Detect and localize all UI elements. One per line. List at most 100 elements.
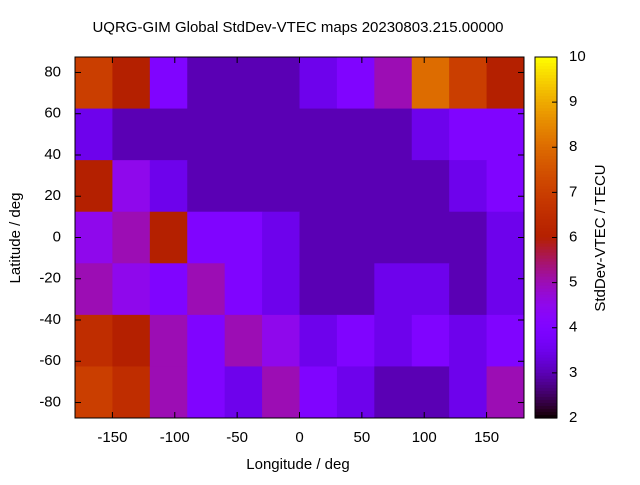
colorbar-segment [535,204,557,209]
heat-cell [374,263,413,316]
colorbar-segment [535,396,557,401]
heat-cell [262,160,300,213]
heat-cell [187,366,226,419]
colorbar-segment [535,198,557,202]
colorbar-segment [535,234,557,239]
heat-cell [486,57,525,110]
heat-cell [224,57,263,110]
colorbar-segment [535,144,557,148]
colorbar-segment [535,141,557,145]
colorbar-segment [535,351,557,356]
heat-cell [75,263,113,316]
heat-cell [149,366,188,419]
heat-cell [75,108,113,161]
x-tick-label: 100 [412,429,437,446]
colorbar-segment [535,165,557,169]
colorbar-segment [535,84,557,88]
y-tick-label: -60 [39,352,61,369]
heat-cell [149,314,188,367]
heat-cell [224,314,263,367]
heat-cell [449,314,488,367]
heat-cell [262,314,300,367]
x-tick-label: 50 [354,429,371,446]
heat-cell [374,160,413,213]
heat-cell [374,211,413,264]
heat-cell [149,263,188,316]
colorbar-tick-label: 3 [569,364,577,381]
colorbar-segment [535,306,557,311]
heat-cell [449,160,488,213]
colorbar-segment [535,129,557,133]
colorbar-segment [535,174,557,178]
colorbar-segment [535,378,557,383]
heat-cell [336,57,375,110]
heat-cell [112,314,151,367]
colorbar-segment [535,216,557,221]
colorbar-segment [535,75,557,79]
colorbar-segment [535,132,557,136]
colorbar-segment [535,405,557,410]
colorbar-segment [535,195,557,199]
x-tick-label: -150 [97,429,127,446]
colorbar-segment [535,66,557,70]
colorbar-segment [535,360,557,365]
heat-cell [299,57,338,110]
heat-cell [187,211,226,264]
heat-cell [75,211,113,264]
colorbar-segment [535,342,557,347]
colorbar-segment [535,189,557,193]
colorbar-segment [535,330,557,335]
colorbar-segment [535,210,557,215]
colorbar-segment [535,228,557,233]
heat-cell [262,366,300,419]
colorbar-segment [535,192,557,196]
heat-cell [299,160,338,213]
colorbar-segment [535,222,557,227]
heat-cell [262,108,300,161]
heat-cell [187,263,226,316]
colorbar-segment [535,300,557,305]
colorbar-segment [535,147,557,151]
colorbar-segment [535,273,557,278]
heat-cell [374,366,413,419]
colorbar-segment [535,153,557,157]
colorbar-tick-label: 10 [569,48,586,65]
colorbar-segment [535,243,557,248]
x-tick-label: -50 [226,429,248,446]
colorbar-segment [535,312,557,317]
colorbar-segment [535,348,557,353]
x-tick-label: 150 [474,429,499,446]
colorbar-segment [535,162,557,166]
colorbar-segment [535,72,557,76]
heat-cell [299,314,338,367]
colorbar-segment [535,375,557,380]
heat-cell [224,366,263,419]
heat-cell [112,108,151,161]
colorbar-tick-label: 8 [569,138,577,155]
heat-cell [112,366,151,419]
colorbar-segment [535,366,557,371]
colorbar-segment [535,354,557,359]
colorbar-segment [535,321,557,326]
colorbar-segment [535,339,557,344]
heat-cell [486,108,525,161]
heat-cell [486,263,525,316]
colorbar-segment [535,99,557,103]
colorbar-segment [535,237,557,242]
colorbar-segment [535,105,557,109]
colorbar-segment [535,135,557,139]
colorbar-tick-label: 5 [569,274,577,291]
colorbar-segment [535,288,557,293]
heat-cell [486,160,525,213]
colorbar-segment [535,336,557,341]
colorbar-segment [535,411,557,416]
x-tick-label: -100 [160,429,190,446]
colorbar-segment [535,261,557,266]
colorbar-segment [535,318,557,323]
colorbar-segment [535,255,557,260]
y-tick-label: -20 [39,270,61,287]
colorbar-segment [535,282,557,287]
colorbar-segment [535,156,557,160]
colorbar-segment [535,399,557,404]
heat-cell [449,57,488,110]
